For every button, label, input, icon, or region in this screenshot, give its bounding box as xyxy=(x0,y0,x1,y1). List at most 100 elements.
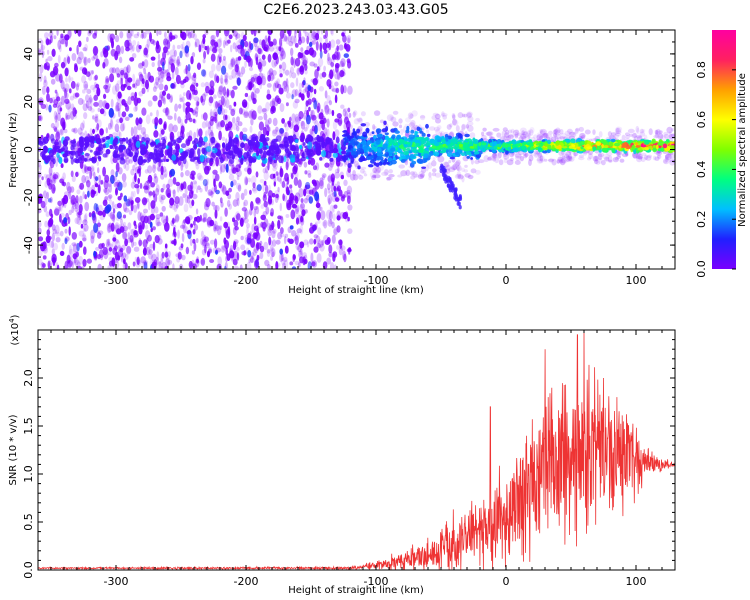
spectrogram-cell xyxy=(276,176,280,181)
spectrogram-cell xyxy=(122,225,128,232)
spectrogram-cell xyxy=(64,222,68,227)
spectrogram-cell xyxy=(69,47,72,52)
spectrogram-cell xyxy=(126,85,132,91)
spectrogram-cell xyxy=(347,37,351,44)
spectrogram-cell xyxy=(44,220,48,228)
spectrogram-cell xyxy=(283,177,287,182)
spectrogram-cell xyxy=(180,243,184,249)
spectrogram-cell xyxy=(240,244,246,251)
spectrogram-cell xyxy=(160,257,164,266)
spectrogram-cell xyxy=(308,47,314,56)
spectrogram-cell xyxy=(324,187,328,198)
spectrogram-cell xyxy=(469,132,476,139)
spectrogram-cell xyxy=(176,131,181,138)
spectrogram-cell xyxy=(124,253,129,260)
spectrogram-cell xyxy=(232,85,238,90)
spectrogram-cell xyxy=(242,34,247,42)
spectrogram-cell xyxy=(144,169,149,174)
spectrogram-cell xyxy=(80,266,84,269)
spectrogram-cell xyxy=(412,171,418,179)
spectrogram-cell xyxy=(210,34,216,41)
spectrogram-cell xyxy=(104,187,110,195)
spectrogram-cell xyxy=(384,168,389,175)
spectrogram-cell xyxy=(88,97,94,103)
spectrogram-cell xyxy=(553,132,557,138)
spectrogram-cell xyxy=(154,175,159,184)
spectrogram-cell xyxy=(507,134,514,139)
spectrogram-cell xyxy=(290,172,294,180)
spectrogram-cell xyxy=(235,33,241,39)
spectrogram-cell xyxy=(84,194,87,200)
spectrogram-cell xyxy=(130,190,134,201)
spectrogram-cell xyxy=(59,250,65,256)
spectrogram-cell xyxy=(632,152,639,159)
spectrogram-cell xyxy=(309,61,316,67)
spectrogram-cell xyxy=(302,89,306,94)
spectrogram-cell xyxy=(268,126,271,132)
spectrogram-cell xyxy=(82,89,86,94)
spectrogram-cell xyxy=(174,145,180,150)
spectrogram-cell xyxy=(423,137,429,142)
spectrogram-cell xyxy=(132,190,136,198)
spectrogram-cell xyxy=(311,224,317,231)
spectrogram-cell xyxy=(114,222,120,230)
spectrogram-cell xyxy=(329,220,333,225)
spectrogram-cell xyxy=(339,60,344,68)
spectrogram-cell xyxy=(318,112,324,120)
spectrogram-cell xyxy=(284,69,290,76)
spectrogram-cell xyxy=(487,156,492,161)
spectrogram-cell xyxy=(294,145,300,154)
spectrogram-cell xyxy=(129,234,134,243)
spectrogram-cell xyxy=(373,154,378,160)
spectrogram-cell xyxy=(105,127,109,134)
spectrogram-cell xyxy=(92,214,97,224)
spectrogram-cell xyxy=(213,227,217,233)
spectrogram-cell xyxy=(78,138,83,145)
spectrogram-cell xyxy=(460,152,466,157)
spectrogram-cell xyxy=(240,216,245,223)
spectrogram-cell xyxy=(295,77,299,87)
spectrogram-cell xyxy=(237,44,243,50)
spectrogram-cell xyxy=(561,155,566,160)
spectrogram-cell xyxy=(92,32,97,39)
spectrogram-cell xyxy=(93,150,99,156)
spectrogram-cell xyxy=(341,68,346,74)
spectrogram-cell xyxy=(257,77,263,85)
spectrogram-cell xyxy=(313,63,318,68)
spectrogram-cell xyxy=(148,191,154,196)
spectrogram-cell xyxy=(56,152,60,159)
spectrogram-cell xyxy=(314,183,318,189)
spectrogram-cell xyxy=(93,223,99,233)
spectrogram-cell xyxy=(63,217,68,224)
spectrogram-cell xyxy=(610,132,617,136)
spectrogram-cell xyxy=(261,54,266,60)
spectrogram-cell xyxy=(170,94,173,103)
spectrogram-cell xyxy=(333,185,337,192)
spectrogram-cell xyxy=(372,124,376,131)
spectrogram-cell xyxy=(224,75,228,83)
spectrogram-cell xyxy=(289,66,295,74)
spectrogram-cell xyxy=(135,79,141,87)
spectrogram-cell xyxy=(614,132,622,137)
spectrogram-cell xyxy=(40,262,45,269)
spectrogram-cell xyxy=(275,153,279,161)
spectrogram-cell xyxy=(185,246,190,255)
spectrogram-cell xyxy=(108,247,113,252)
spectrogram-cell xyxy=(256,150,260,157)
spectrogram-cell xyxy=(339,70,345,78)
spectrogram-cell xyxy=(297,179,302,189)
spectrogram-cell xyxy=(201,69,206,77)
spectrogram-cell xyxy=(185,66,191,73)
spectrogram-cell xyxy=(311,125,315,132)
spectrogram-cell xyxy=(234,64,239,73)
spectrogram-cell xyxy=(353,160,359,167)
spectrogram-cell xyxy=(38,48,42,53)
spectrogram-cell xyxy=(334,73,340,80)
spectrogram-cell xyxy=(203,136,208,143)
spectrogram-cell xyxy=(108,222,113,228)
spectrogram-cell xyxy=(217,89,223,99)
spectrogram-cell xyxy=(113,181,120,188)
spectrogram-cell xyxy=(80,223,84,229)
spectrogram-cell xyxy=(64,34,70,41)
spectrogram-cell xyxy=(615,130,622,134)
